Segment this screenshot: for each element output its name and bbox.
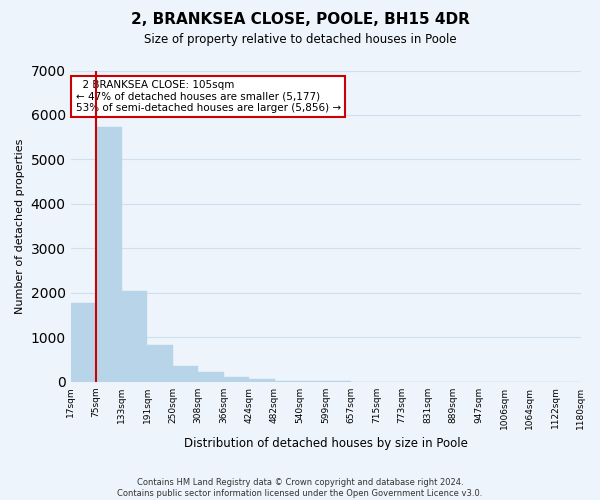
Bar: [249, 379, 275, 382]
Bar: [147, 345, 173, 382]
Bar: [71, 302, 96, 382]
Text: 2 BRANKSEA CLOSE: 105sqm  
← 47% of detached houses are smaller (5,177)
53% of s: 2 BRANKSEA CLOSE: 105sqm ← 47% of detach…: [76, 80, 341, 113]
Text: 2, BRANKSEA CLOSE, POOLE, BH15 4DR: 2, BRANKSEA CLOSE, POOLE, BH15 4DR: [131, 12, 469, 28]
Bar: [96, 127, 122, 382]
Bar: [275, 381, 300, 382]
Y-axis label: Number of detached properties: Number of detached properties: [15, 138, 25, 314]
Bar: [198, 372, 224, 382]
X-axis label: Distribution of detached houses by size in Poole: Distribution of detached houses by size …: [184, 437, 467, 450]
Bar: [122, 290, 147, 382]
Bar: [173, 366, 198, 382]
Bar: [224, 377, 249, 382]
Text: Contains HM Land Registry data © Crown copyright and database right 2024.
Contai: Contains HM Land Registry data © Crown c…: [118, 478, 482, 498]
Text: Size of property relative to detached houses in Poole: Size of property relative to detached ho…: [143, 32, 457, 46]
